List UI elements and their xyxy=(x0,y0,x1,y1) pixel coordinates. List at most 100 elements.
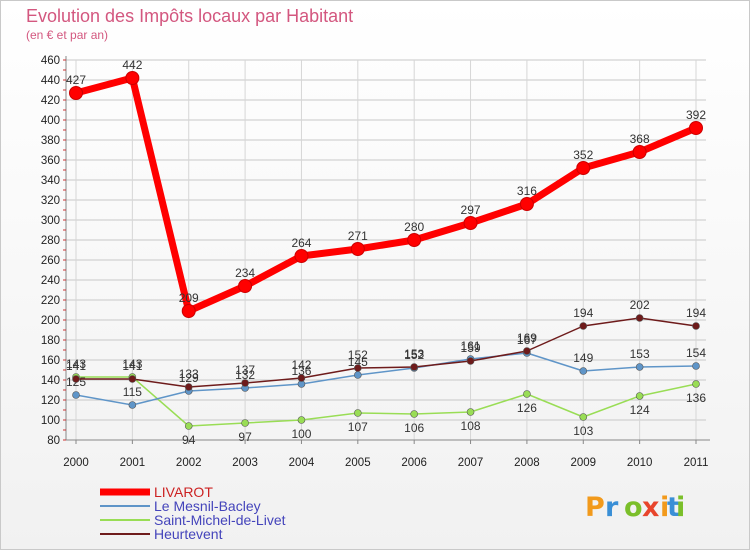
y-tick-label: 160 xyxy=(41,355,60,367)
y-tick-label: 260 xyxy=(41,255,60,267)
data-label: 143 xyxy=(122,357,142,371)
data-label: 133 xyxy=(179,367,199,381)
logo-letter: o xyxy=(624,492,643,523)
y-tick-label: 320 xyxy=(41,195,60,207)
data-label: 154 xyxy=(686,346,706,360)
data-label: 141 xyxy=(66,359,86,373)
data-point xyxy=(184,383,193,391)
x-tick-label: 2003 xyxy=(232,457,258,469)
x-tick-label: 2005 xyxy=(345,457,371,469)
y-tick-label: 460 xyxy=(41,55,60,67)
y-tick-label: 80 xyxy=(47,435,60,447)
y-tick-label: 140 xyxy=(41,375,60,387)
data-label: 129 xyxy=(179,371,199,385)
data-label: 153 xyxy=(404,347,424,361)
data-point xyxy=(238,279,253,293)
data-point xyxy=(523,347,531,355)
y-tick-label: 280 xyxy=(41,235,60,247)
data-label: 169 xyxy=(517,331,537,345)
x-tick-label: 2007 xyxy=(458,457,484,469)
y-tick-label: 360 xyxy=(41,155,60,167)
legend-label: Heurtevent xyxy=(154,526,223,542)
data-label: 136 xyxy=(291,364,311,378)
legend-label: Le Mesnil-Bacley xyxy=(154,498,261,514)
data-point xyxy=(241,379,249,387)
x-tick-label: 2008 xyxy=(514,457,540,469)
data-point xyxy=(632,145,647,159)
data-point xyxy=(410,363,418,371)
data-label: 234 xyxy=(235,266,255,280)
data-label: 100 xyxy=(291,427,311,441)
chart-title: Evolution des Impôts locaux par Habitant xyxy=(26,6,353,26)
y-tick-label: 220 xyxy=(41,295,60,307)
y-tick-label: 120 xyxy=(41,395,60,407)
data-label: 392 xyxy=(686,108,706,122)
data-point xyxy=(692,380,700,388)
data-point xyxy=(579,367,588,375)
data-point xyxy=(241,419,249,427)
axes: 80 100 120 140 160 180 200 220 240 260 280 300 320 34… xyxy=(41,55,710,469)
data-label: 107 xyxy=(348,420,368,434)
data-label: 352 xyxy=(573,148,593,162)
data-point xyxy=(635,392,644,400)
logo-letter: x xyxy=(642,492,659,523)
y-tick-label: 420 xyxy=(41,95,60,107)
data-label: 368 xyxy=(630,132,650,146)
x-tick-label: 2010 xyxy=(627,457,653,469)
x-tick-label: 2004 xyxy=(289,457,315,469)
data-label: 264 xyxy=(291,236,311,250)
data-label: 141 xyxy=(122,359,142,373)
logo-letter: r xyxy=(605,492,619,523)
x-tick-label: 2011 xyxy=(684,457,709,469)
data-point xyxy=(635,363,644,371)
data-label: 280 xyxy=(404,220,424,234)
chart-subtitle: (en € et par an) xyxy=(26,28,108,42)
x-tick-label: 2006 xyxy=(401,457,427,469)
data-point xyxy=(635,314,644,322)
data-point xyxy=(350,242,365,256)
data-point xyxy=(69,86,83,100)
data-point xyxy=(72,391,80,399)
data-label: 149 xyxy=(573,351,593,365)
data-point xyxy=(297,374,306,382)
data-label: 103 xyxy=(573,424,593,438)
logo-letter: P xyxy=(585,492,605,523)
data-point xyxy=(354,364,362,372)
data-label: 152 xyxy=(404,348,424,362)
legend-label: LIVAROT xyxy=(154,484,213,500)
data-label: 136 xyxy=(686,391,706,405)
logo-letter: i xyxy=(660,492,669,523)
x-tick-label: 2002 xyxy=(176,457,202,469)
data-label: 167 xyxy=(517,333,537,347)
y-tick-label: 340 xyxy=(41,175,60,187)
data-label: 209 xyxy=(179,291,199,305)
series-line xyxy=(75,74,698,315)
data-label: 297 xyxy=(461,203,481,217)
data-label: 161 xyxy=(461,339,481,353)
y-tick-label: 180 xyxy=(41,335,60,347)
data-label: 108 xyxy=(461,419,481,433)
y-tick-label: 300 xyxy=(41,215,60,227)
data-label: 194 xyxy=(573,306,593,320)
data-point xyxy=(463,216,478,230)
series-line xyxy=(76,376,697,427)
logo-letter: t xyxy=(667,492,680,523)
data-point xyxy=(519,197,534,211)
y-tick-label: 440 xyxy=(41,75,60,87)
data-label: 271 xyxy=(348,229,368,243)
data-label: 145 xyxy=(348,355,368,369)
x-tick-label: 2001 xyxy=(120,457,146,469)
legend-label: Saint-Michel-de-Livet xyxy=(154,512,286,528)
data-point xyxy=(72,375,80,383)
data-point xyxy=(576,161,591,175)
logo-letter: i xyxy=(676,492,685,523)
y-tick-label: 400 xyxy=(41,115,60,127)
data-label: 137 xyxy=(235,363,255,377)
data-label: 97 xyxy=(238,430,252,444)
data-point xyxy=(128,401,137,409)
data-point xyxy=(128,375,137,383)
y-tick-label: 240 xyxy=(41,275,60,287)
data-label: 316 xyxy=(517,184,537,198)
